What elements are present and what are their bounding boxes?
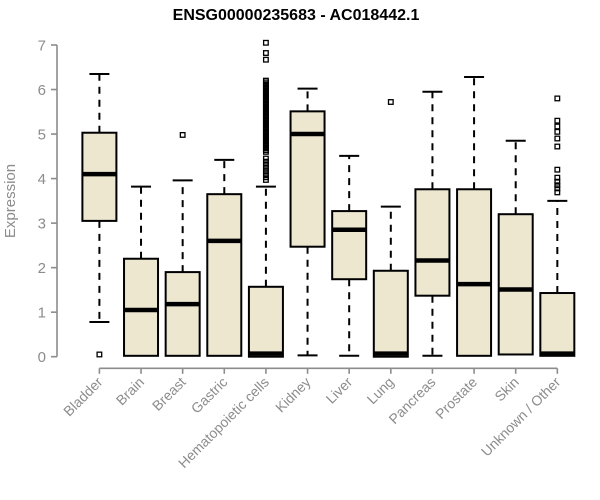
x-tick-label: Bladder xyxy=(60,374,106,420)
boxplot-skin xyxy=(497,139,534,356)
outlier-point xyxy=(262,155,269,162)
outlier-point xyxy=(554,95,561,102)
outlier-point xyxy=(262,171,269,178)
y-tick-label: 2 xyxy=(38,260,46,277)
x-tick-label: Breast xyxy=(149,374,189,414)
x-tick-label: Skin xyxy=(491,374,522,405)
y-tick-label: 3 xyxy=(38,215,46,232)
y-axis-title: Expression xyxy=(2,164,19,238)
iqr-box xyxy=(456,188,493,357)
boxplot-pancreas xyxy=(414,90,451,357)
boxplot-breast xyxy=(164,131,201,357)
outlier-point xyxy=(554,178,561,185)
boxplot-unknown-other xyxy=(539,95,576,357)
outlier-point xyxy=(554,182,561,189)
iqr-box xyxy=(81,131,118,222)
x-tick-label: Unknown / Other xyxy=(478,374,564,460)
x-tick-label: Lung xyxy=(364,374,397,407)
y-tick-label: 5 xyxy=(38,126,46,143)
iqr-box xyxy=(206,193,243,357)
y-tick-label: 0 xyxy=(38,349,46,366)
iqr-box xyxy=(164,271,201,357)
iqr-box xyxy=(539,292,576,357)
boxes-group xyxy=(81,39,576,358)
outlier-point xyxy=(554,117,561,124)
outlier-point xyxy=(554,189,561,196)
outlier-point xyxy=(262,176,269,183)
outlier-point xyxy=(96,351,103,358)
outlier-point xyxy=(262,39,269,46)
outlier-point xyxy=(554,166,561,173)
chart-title: ENSG00000235683 - AC018442.1 xyxy=(173,7,420,24)
x-tick-label: Brain xyxy=(113,374,147,408)
y-tick-label: 4 xyxy=(38,171,46,188)
iqr-box xyxy=(414,188,451,297)
x-tick-label: Prostate xyxy=(432,374,480,422)
boxplot-bladder xyxy=(81,72,118,358)
boxplot-hematopoietic-cells xyxy=(247,39,284,358)
outlier-point xyxy=(387,99,394,105)
outlier-point xyxy=(262,161,269,168)
x-tick-label: Liver xyxy=(323,374,356,407)
y-tick-label: 6 xyxy=(38,82,46,99)
outlier-point xyxy=(262,148,269,155)
y-tick-label: 1 xyxy=(38,304,46,321)
boxplot-prostate xyxy=(456,76,493,357)
outlier-point xyxy=(554,135,561,142)
boxplot-lung xyxy=(372,99,409,358)
outlier-point xyxy=(554,143,561,150)
outlier-point xyxy=(262,168,269,174)
iqr-box xyxy=(372,269,409,358)
boxplot-brain xyxy=(123,185,160,357)
outlier-point xyxy=(262,158,269,165)
iqr-box xyxy=(289,110,326,248)
iqr-box xyxy=(331,210,368,281)
iqr-box xyxy=(247,285,284,358)
y-tick-label: 7 xyxy=(38,37,46,54)
outlier-point xyxy=(179,131,186,138)
boxplot-gastric xyxy=(206,158,243,357)
boxplot-liver xyxy=(331,154,368,357)
outlier-point xyxy=(262,164,269,171)
outlier-point xyxy=(554,128,561,135)
outlier-point xyxy=(262,56,269,63)
iqr-box xyxy=(123,257,160,357)
outlier-point xyxy=(262,50,269,56)
outlier-point xyxy=(554,123,561,130)
x-tick-label: Kidney xyxy=(272,374,314,416)
iqr-box xyxy=(497,213,534,356)
boxplot-kidney xyxy=(289,87,326,357)
